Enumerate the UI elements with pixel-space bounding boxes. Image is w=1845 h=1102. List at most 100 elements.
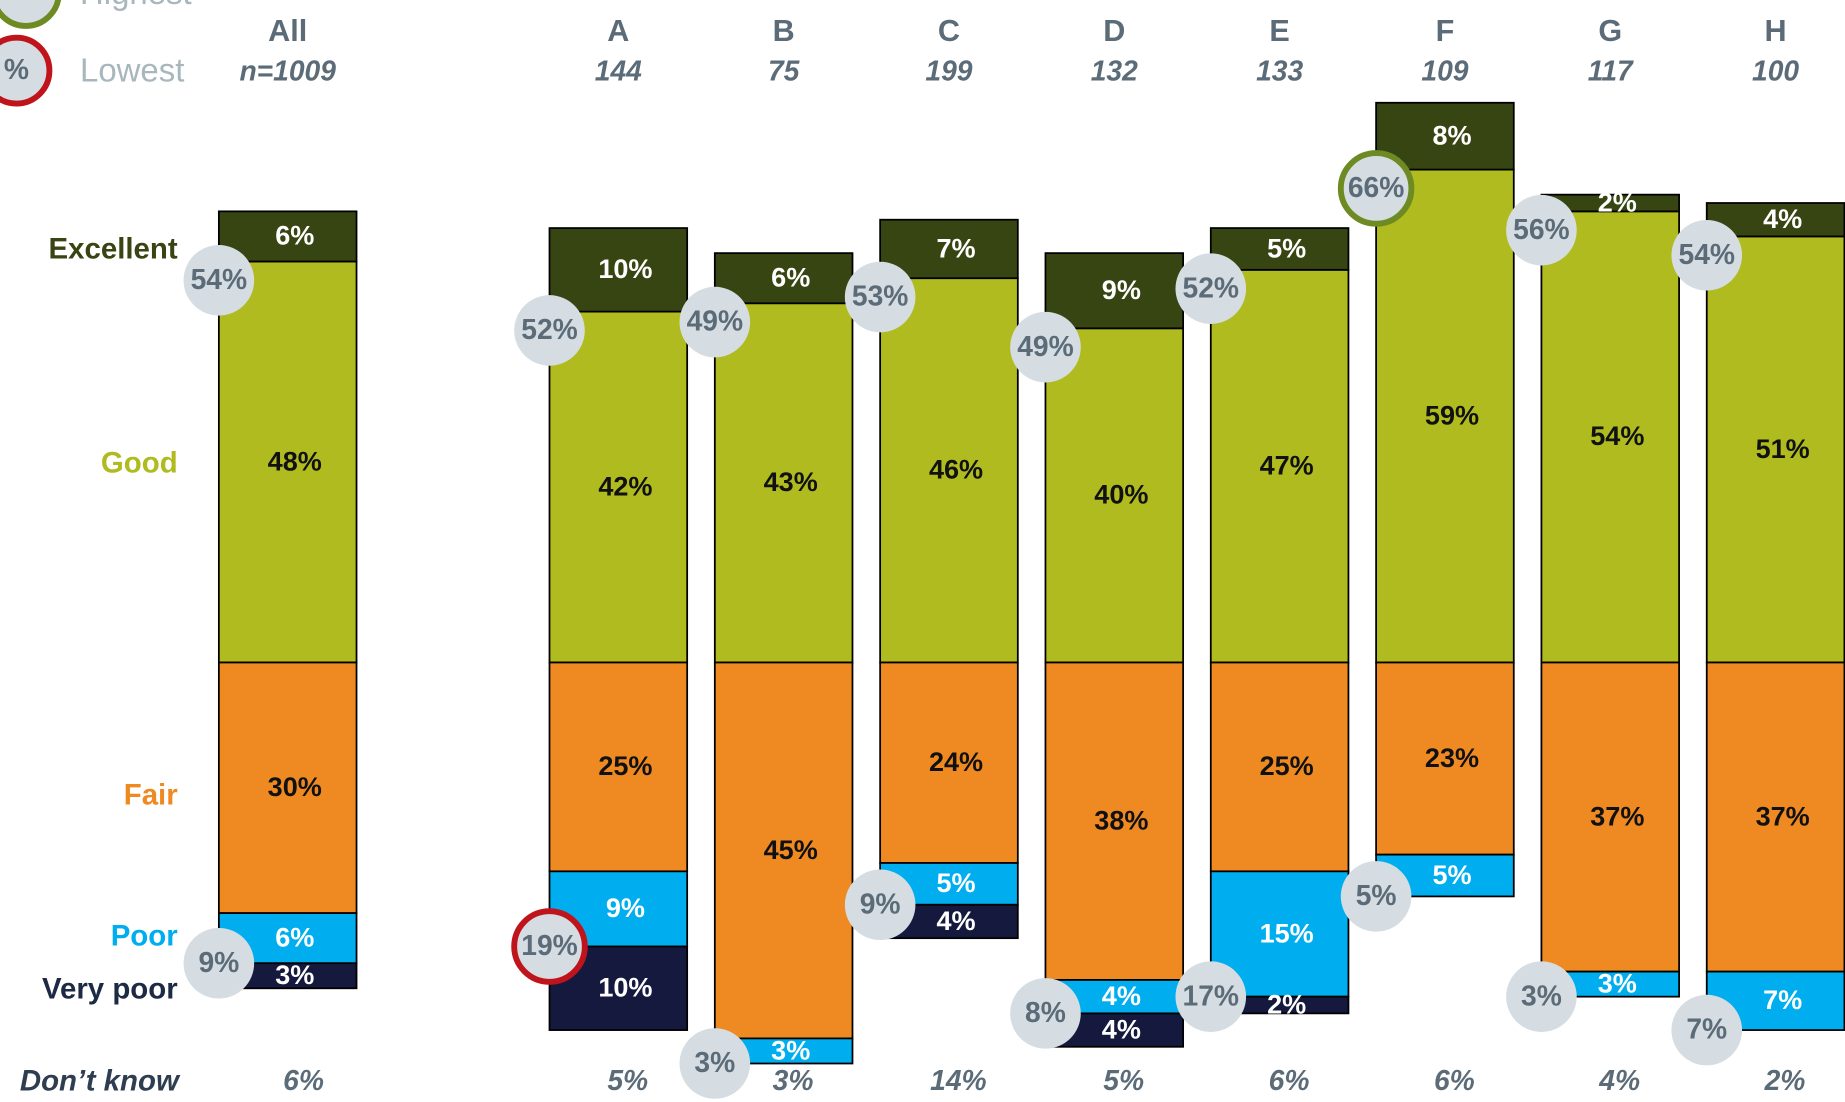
group-n: 199 [925,54,972,86]
dont-know-value: 6% [1434,1064,1475,1096]
segment-label: 9% [1102,275,1141,305]
net-positive-label: 49% [1017,330,1073,362]
net-positive-circle [1010,311,1081,383]
group-n: 75 [768,54,801,86]
net-positive-label: 54% [1679,238,1735,270]
net-negative-label: 8% [1025,996,1066,1028]
dont-know-value: 5% [607,1064,648,1096]
group-n: 100 [1752,54,1799,86]
net-negative-label: 3% [1521,979,1562,1011]
bar-segment [548,661,689,873]
bar-segment [217,661,358,914]
segment-label: 38% [1094,806,1148,836]
segment-label: 6% [771,263,810,293]
segment-label: 7% [936,233,975,263]
net-positive-circle [1337,150,1415,227]
segment-label: 51% [1756,434,1810,464]
segment-label: 45% [764,835,818,865]
segment-label: 5% [1267,233,1306,263]
segment-label: 7% [1763,985,1802,1015]
segment-label: 37% [1756,801,1810,831]
dont-know-label: Don’t know [20,1064,181,1097]
net-negative-circle [844,869,916,941]
segment-label: 48% [268,446,322,476]
group-label: F [1436,14,1455,48]
bar-segment [217,260,358,664]
segment-label: 5% [936,868,975,898]
segment-label: 46% [929,455,983,485]
net-negative-circle [511,908,588,985]
net-negative-circle [1010,978,1081,1049]
dont-know-value: 4% [1598,1064,1640,1096]
dont-know-value: 5% [1103,1064,1144,1096]
bar-segment [1705,235,1845,664]
group-label: A [607,14,629,48]
bar-segment [548,227,689,313]
segment-label: 4% [1763,204,1802,234]
net-negative-label: 7% [1686,1013,1727,1045]
legend-label: Lowest [80,52,184,89]
net-negative-circle [1340,861,1412,932]
bar-segment [1209,268,1350,664]
net-negative-circle [1506,961,1577,1032]
dont-know-value: 2% [1764,1064,1806,1096]
group-n: n=1009 [239,54,336,86]
segment-label: 59% [1425,400,1479,430]
bar-segment [1044,327,1185,664]
segment-label: 3% [1598,968,1637,998]
segment-label: 9% [606,893,645,923]
net-negative-label: 9% [198,946,239,978]
dont-know-value: 3% [773,1064,814,1096]
net-positive-label: 66% [1348,171,1404,203]
dont-know-value: 6% [1269,1064,1310,1096]
segment-label: 15% [1260,918,1314,948]
group-label: All [268,14,307,48]
net-positive-circle [1175,253,1247,324]
net-positive-label: 54% [191,263,247,295]
legend-ring [0,0,62,29]
bar-segment [1044,252,1185,330]
group-n: 132 [1091,54,1138,86]
segment-label: 43% [764,467,818,497]
dont-know-value: 6% [283,1064,324,1096]
segment-label: 54% [1590,421,1644,451]
group-n: 109 [1421,54,1468,86]
segment-label: 6% [275,221,314,251]
net-positive-circle [679,286,751,358]
bar-segment [1044,661,1185,981]
group-label: E [1269,14,1289,48]
bar-segment [1209,661,1350,873]
net-positive-label: 56% [1513,213,1569,245]
dont-know-value: 14% [930,1064,986,1096]
segment-label: 5% [1432,860,1471,890]
group-label: C [938,14,960,48]
net-negative-circle [1175,961,1247,1032]
group-label: B [773,14,795,48]
group-label: G [1598,14,1622,48]
segment-label: 10% [598,254,652,284]
segment-label: 40% [1094,480,1148,510]
net-positive-circle [514,295,585,366]
net-negative-circle [679,1028,751,1099]
segment-label: 37% [1590,801,1644,831]
group-n: 117 [1588,54,1634,86]
segment-label: 24% [929,747,983,777]
bar-segment [548,310,689,664]
segment-label: 3% [771,1035,810,1065]
bar-segment [879,218,1019,280]
bar-segment [1375,661,1515,856]
segment-label: 42% [598,471,652,501]
segment-label: 2% [1267,989,1306,1019]
net-positive-circle [1506,194,1577,266]
net-positive-label: 49% [687,305,743,337]
segment-label: 4% [936,906,975,936]
net-negative-label: 17% [1183,979,1239,1011]
series-label: Good [101,447,178,480]
segment-label: 8% [1432,120,1471,150]
net-positive-circle [183,245,255,316]
segment-label: 4% [1102,981,1141,1011]
bar-segment [1540,661,1680,973]
bar-segment [713,661,854,1040]
bar-segment [1705,661,1845,973]
